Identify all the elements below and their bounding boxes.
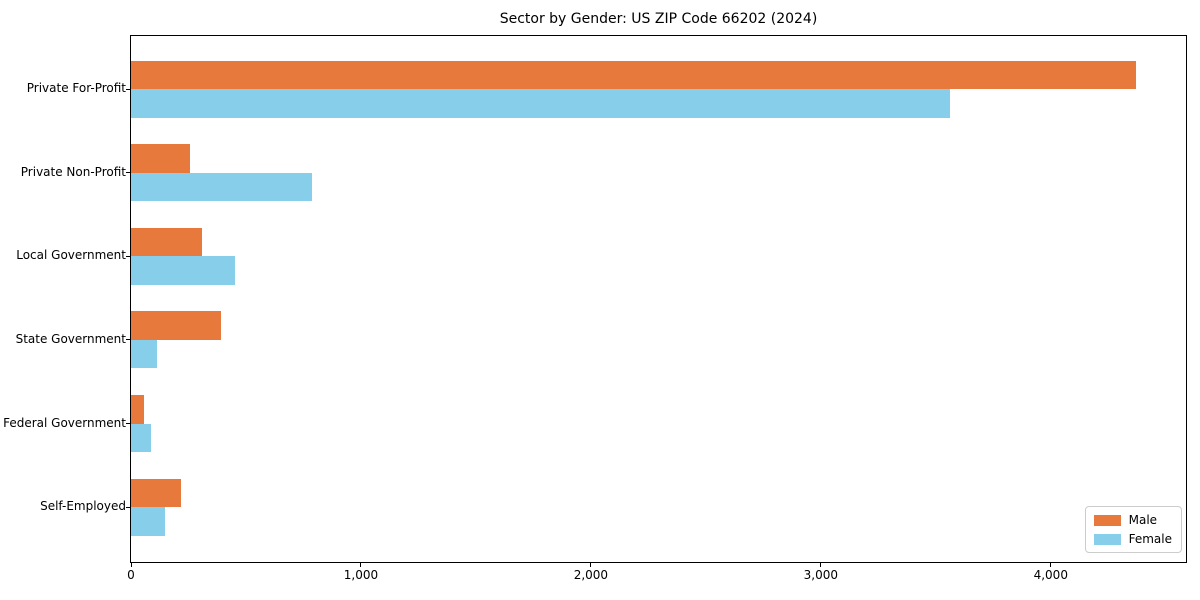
x-tick-label: 2,000 [573,568,609,582]
bar-female-3 [131,339,157,369]
bar-male-5 [131,478,182,508]
bar-male-2 [131,227,203,257]
x-tick-label: 4,000 [1033,568,1068,582]
y-tick-label: Federal Government [3,415,126,430]
x-tick-mark [820,563,822,567]
y-tick-mark [126,88,130,90]
x-tick-mark [590,563,592,567]
bar-female-2 [131,256,235,285]
y-tick-mark [126,423,130,425]
x-tick-label: 1,000 [343,568,379,582]
bar-male-4 [131,395,145,424]
chart-title: Sector by Gender: US ZIP Code 66202 (202… [499,11,818,27]
bar-male-3 [131,311,222,340]
y-tick-label: Self-Employed [40,499,126,514]
legend-swatch-male [1093,514,1121,526]
bar-female-0 [131,89,950,118]
y-tick-mark [126,339,130,341]
bar-female-5 [131,507,166,536]
legend-swatch-female [1093,533,1121,545]
y-tick-label: State Government [15,331,126,346]
x-tick-mark [1050,563,1052,567]
x-tick-label: 0 [127,568,135,582]
legend: Male Female [1084,506,1182,553]
bar-male-1 [131,144,191,173]
legend-label: Male [1128,513,1158,527]
bar-female-4 [131,423,152,453]
legend-label: Female [1128,532,1172,546]
y-tick-mark [126,506,130,508]
legend-item-male: Male [1093,513,1172,527]
plot-area: Male Female [126,35,1187,567]
bar-male-0 [131,60,1136,89]
y-tick-label: Local Government [16,248,126,263]
legend-item-female: Female [1093,532,1172,546]
x-tick-label: 3,000 [803,568,839,582]
y-tick-label: Private Non-Profit [20,164,126,179]
y-tick-mark [126,172,130,174]
x-tick-mark [130,563,132,567]
y-tick-label: Private For-Profit [26,81,126,95]
y-tick-mark [126,255,130,257]
x-tick-mark [360,563,362,567]
bar-female-1 [131,172,312,202]
